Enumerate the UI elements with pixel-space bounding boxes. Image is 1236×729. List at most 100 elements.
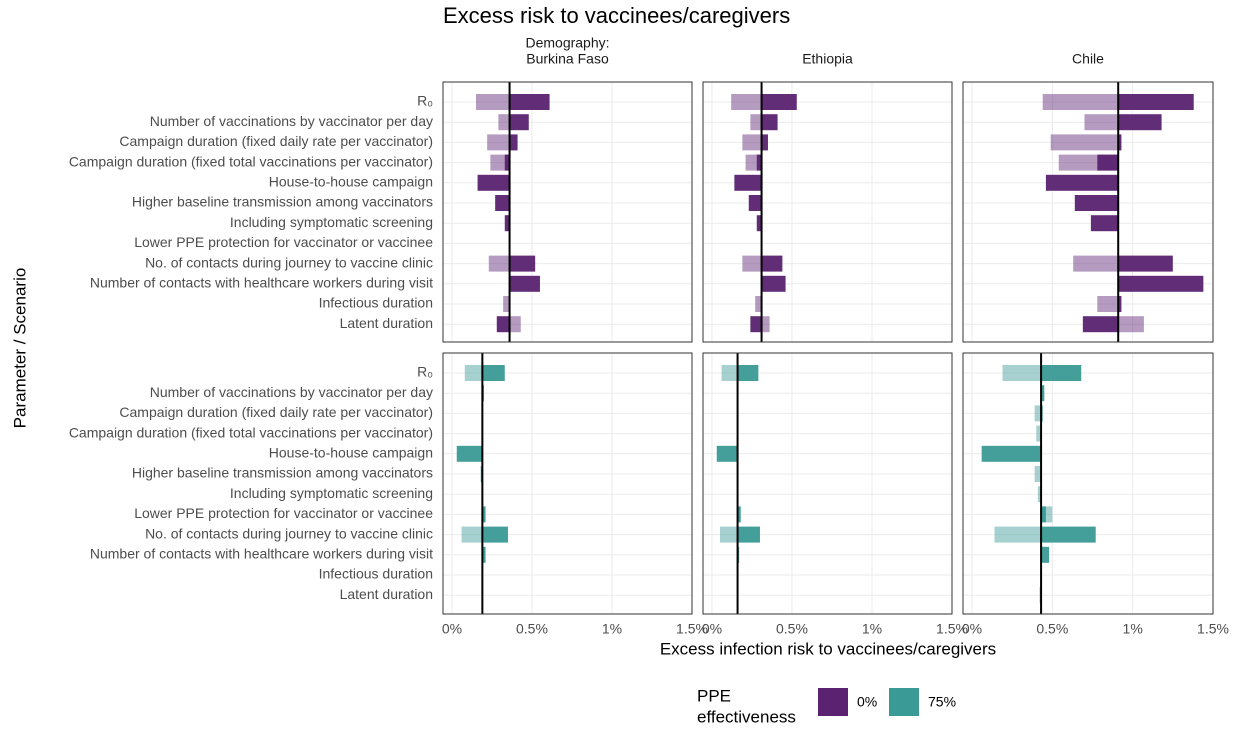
bar-low [498,114,510,131]
panel-background [963,82,1213,342]
y-tick-label: Number of contacts with healthcare worke… [90,275,433,291]
bar-low [719,526,738,543]
bar-high [1118,134,1122,151]
bar-low [487,134,510,151]
y-tick-label: Higher baseline transmission among vacci… [132,465,433,481]
bar-low [1050,134,1119,151]
y-tick-label: R₀ [417,364,433,380]
x-axis-label: Excess infection risk to vaccinees/careg… [660,639,996,658]
bar-low [742,134,762,151]
x-tick-label: 1.5% [676,621,708,637]
bar-high [1041,546,1050,563]
chart-title: Excess risk to vaccinees/caregivers [443,3,790,28]
y-tick-label: Campaign duration (fixed total vaccinati… [69,424,433,440]
x-tick-label: 0% [702,621,722,637]
bar-high [509,275,540,292]
x-tick-label: 1% [1123,621,1143,637]
panel-border [442,352,693,615]
bar-high [1118,255,1173,272]
bar-high [737,365,759,381]
bar-high [761,275,786,292]
bar-low [1036,425,1042,442]
panel-border [962,81,1214,343]
panel-background [703,353,952,614]
bar-low [994,526,1042,543]
bar-low [1041,506,1053,523]
bar-low [464,365,483,381]
bar-high [1118,296,1122,312]
bar-high [477,174,510,191]
bar-high [504,215,510,232]
y-tick-label: Number of contacts with healthcare worke… [90,546,433,562]
bar-low [750,114,762,131]
bar-high [716,445,738,462]
bar-low [461,526,483,543]
bar-high [482,506,486,523]
facet-label: Chile [1072,51,1104,67]
bar-high [482,526,508,543]
bar-high [756,215,762,232]
legend-title: PPE [697,686,731,705]
facet-label: Ethiopia [802,51,853,67]
panel-background [703,82,952,342]
bar-high [1045,174,1119,191]
bar-high [761,255,783,272]
y-tick-label: House-to-house campaign [269,174,433,190]
legend-swatch [889,688,919,716]
y-tick-label: Infectious duration [319,566,433,582]
panel-border [702,352,953,615]
bar-high [509,114,529,131]
bar-high [761,114,778,131]
panel-border [442,81,693,343]
y-tick-label: Lower PPE protection for vaccinator or v… [134,234,433,250]
bar-high [756,154,762,171]
bar-low [1084,114,1119,131]
bar-low [755,296,762,312]
bar-low [761,316,770,333]
bar-high [981,445,1042,462]
bar-high [761,94,797,110]
x-tick-label: 1.5% [936,621,968,637]
bar-low [1034,466,1042,482]
bar-high [1074,195,1119,211]
panel-background [963,353,1213,614]
y-tick-label: Lower PPE protection for vaccinator or v… [134,505,433,521]
y-tick-label: R₀ [417,93,433,109]
bar-high [1041,506,1046,523]
bar-high [1041,365,1082,381]
x-tick-label: 1% [862,621,882,637]
x-tick-label: 1% [602,621,622,637]
bar-high [509,94,550,110]
x-tick-label: 0% [962,621,982,637]
bar-high [456,445,483,462]
x-tick-label: 0.5% [1036,621,1068,637]
bar-high [509,255,536,272]
bar-high [1118,114,1162,131]
bar-high [495,195,510,211]
bar-low [1034,405,1042,422]
bar-high [509,134,518,151]
legend-label: 75% [928,694,956,710]
y-tick-label: Including symptomatic screening [230,214,433,230]
panel-background [443,82,692,342]
panel-border [702,81,953,343]
bar-high [482,546,486,563]
bar-low [1118,316,1144,333]
y-tick-label: Number of vaccinations by vaccinator per… [150,113,433,129]
bar-high [737,506,741,523]
y-tick-label: No. of contacts during journey to vaccin… [145,254,433,270]
legend-swatch [818,688,848,716]
y-tick-label: Latent duration [340,586,433,602]
bar-low [503,296,510,312]
facet-label: Demography: [525,35,609,51]
y-tick-label: Number of vaccinations by vaccinator per… [150,384,433,400]
bar-high [1041,526,1096,543]
y-tick-label: Latent duration [340,315,433,331]
legend-label: 0% [857,694,877,710]
bar-high [761,134,768,151]
bar-high [504,154,510,171]
bar-high [1097,154,1119,171]
bar-high [1118,275,1204,292]
bar-high [1118,94,1194,110]
